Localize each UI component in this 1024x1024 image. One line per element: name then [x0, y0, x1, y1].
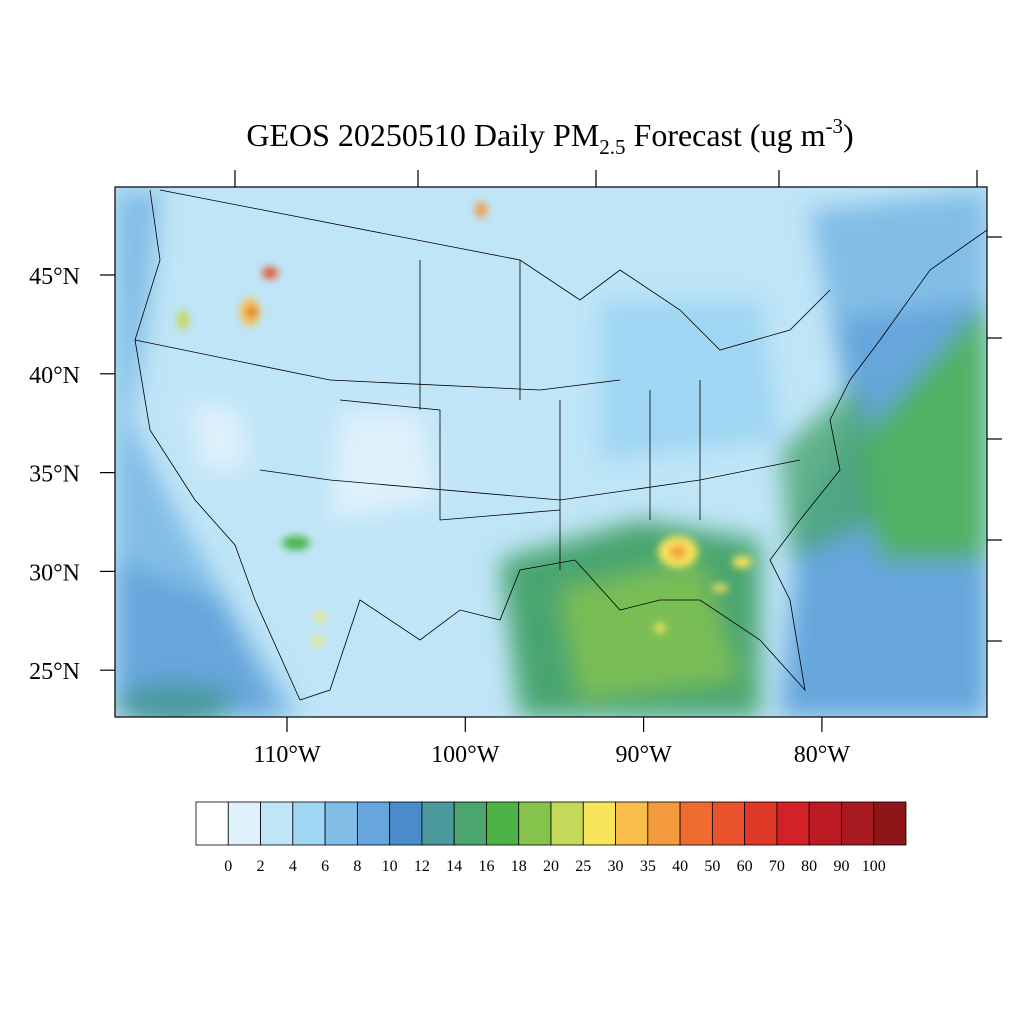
lon-label: 100°W — [431, 742, 500, 768]
colorbar-box — [389, 801, 423, 846]
colorbar-box — [195, 801, 229, 846]
colorbar-label: 25 — [575, 858, 591, 875]
title-main: GEOS 20250510 Daily PM — [246, 117, 599, 153]
colorbar-box — [711, 801, 746, 846]
colorbar-box — [260, 801, 294, 846]
colorbar-box — [550, 801, 584, 846]
frame-ticks — [234, 170, 1002, 642]
colorbar-label: 70 — [769, 858, 785, 875]
colorbar: 0 2 4 6 8 10 12 14 16 18 20 25 30 35 40 50 60 70 80 90 100 — [195, 801, 907, 875]
colorbar-label: 90 — [833, 858, 849, 875]
colorbar-box — [873, 801, 907, 846]
colorbar-box — [841, 801, 875, 846]
title-end: ) — [843, 117, 854, 153]
colorbar-box — [486, 801, 520, 846]
colorbar-box — [518, 801, 552, 846]
colorbar-label: 2 — [257, 858, 265, 875]
colorbar-label: 0 — [224, 858, 232, 875]
axis-labels: 45°N 40°N 35°N 30°N 25°N 110°W 100°W 90°W 80°W — [29, 264, 850, 768]
lat-label: 45°N — [29, 264, 80, 290]
map-frame — [114, 186, 988, 718]
colorbar-label: 4 — [289, 858, 297, 875]
colorbar-label: 12 — [414, 858, 430, 875]
lat-label: 35°N — [29, 462, 80, 488]
lat-label: 40°N — [29, 363, 80, 389]
lat-label: 30°N — [29, 560, 80, 586]
colorbar-label: 40 — [672, 858, 688, 875]
title-sup: -3 — [825, 114, 843, 138]
colorbar-box — [324, 801, 358, 846]
colorbar-label: 16 — [478, 858, 494, 875]
colorbar-box — [453, 801, 487, 846]
colorbar-label: 30 — [608, 858, 624, 875]
colorbar-box — [615, 801, 649, 846]
lat-label: 25°N — [29, 659, 80, 685]
colorbar-label: 35 — [640, 858, 656, 875]
colorbar-box — [808, 801, 842, 846]
colorbar-label: 80 — [801, 858, 817, 875]
colorbar-label: 10 — [382, 858, 398, 875]
colorbar-label: 100 — [862, 858, 886, 875]
colorbar-label: 18 — [511, 858, 527, 875]
colorbar-label: 20 — [543, 858, 559, 875]
lon-label: 80°W — [794, 742, 851, 768]
colorbar-box — [582, 801, 616, 846]
colorbar-label: 60 — [737, 858, 753, 875]
colorbar-label: 8 — [353, 858, 361, 875]
colorbar-box — [679, 801, 713, 846]
colorbar-label: 14 — [446, 858, 462, 875]
colorbar-box — [292, 801, 326, 846]
colorbar-label: 6 — [321, 858, 329, 875]
lon-label: 90°W — [615, 742, 672, 768]
title: GEOS 20250510 Daily PM2.5 Forecast (ug m… — [246, 114, 853, 159]
colorbar-box — [421, 801, 455, 846]
colorbar-box — [356, 801, 391, 846]
colorbar-box — [647, 801, 681, 846]
title-rest: Forecast (ug m — [626, 117, 826, 153]
colorbar-label: 50 — [704, 858, 720, 875]
colorbar-box — [227, 801, 261, 846]
colorbar-box — [776, 801, 810, 846]
map-field — [115, 187, 987, 717]
title-sub: 2.5 — [599, 135, 625, 159]
lon-label: 110°W — [253, 742, 321, 768]
colorbar-box — [744, 801, 778, 846]
